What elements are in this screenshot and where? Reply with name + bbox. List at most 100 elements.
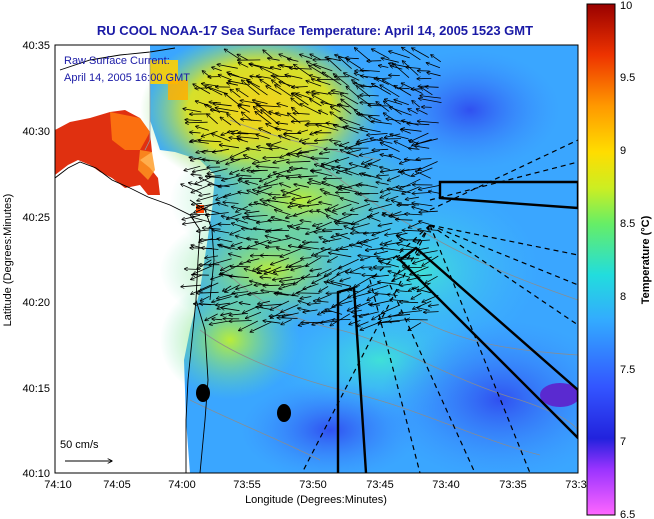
current-vector	[369, 203, 393, 210]
current-vector	[256, 307, 272, 310]
current-vector	[417, 308, 430, 311]
current-vector	[275, 128, 293, 132]
current-vector	[414, 146, 430, 149]
current-vector	[389, 107, 412, 116]
instrument-marker	[196, 384, 210, 402]
current-vector	[244, 269, 263, 275]
current-vector	[239, 320, 258, 331]
current-vector	[402, 47, 421, 61]
current-vector	[360, 243, 373, 248]
current-vector	[420, 96, 441, 99]
current-vector	[246, 148, 261, 151]
current-vector	[286, 236, 301, 241]
current-vector	[349, 163, 370, 170]
current-vector	[400, 284, 412, 286]
current-vector	[424, 312, 439, 313]
current-vector	[260, 67, 280, 77]
current-vector	[300, 246, 320, 250]
current-vector	[266, 144, 288, 151]
current-vector	[207, 114, 218, 125]
current-vector	[220, 264, 232, 270]
current-vector	[372, 149, 389, 150]
current-vector	[291, 264, 309, 271]
current-vector	[323, 238, 342, 243]
current-vector	[259, 128, 272, 134]
current-vector	[283, 187, 300, 195]
current-vector	[230, 89, 241, 98]
current-vector	[252, 160, 271, 163]
y-axis-ticks: 40:35 40:30 40:25 40:20 40:15 40:10	[22, 40, 50, 480]
current-vector	[338, 300, 353, 305]
current-vector	[365, 200, 379, 202]
current-vector	[405, 214, 423, 215]
current-vector	[267, 200, 289, 204]
current-vector	[413, 256, 432, 264]
current-vector	[359, 150, 381, 156]
current-vector	[238, 63, 249, 68]
current-vector	[301, 258, 312, 259]
current-vector	[397, 243, 418, 250]
y-tick-label: 40:10	[22, 468, 50, 480]
current-vector	[422, 107, 432, 108]
current-vector	[324, 193, 341, 197]
current-vector	[340, 186, 353, 189]
current-vector	[312, 273, 332, 284]
current-vector	[281, 282, 298, 285]
current-vector	[299, 138, 310, 142]
current-vector	[411, 89, 422, 90]
current-vector	[276, 248, 291, 252]
current-vector	[329, 140, 341, 142]
current-vector	[263, 157, 281, 158]
current-vector	[189, 157, 210, 162]
current-vector	[406, 67, 421, 68]
current-vector	[183, 220, 203, 224]
current-vector	[413, 240, 430, 241]
current-vector	[372, 228, 391, 236]
current-vector	[334, 143, 350, 150]
current-vector	[296, 228, 310, 230]
current-vector	[378, 65, 389, 67]
current-vector	[311, 79, 331, 85]
current-vector	[347, 59, 362, 69]
current-vector	[408, 322, 422, 331]
current-vector	[293, 210, 309, 216]
current-vector	[364, 237, 379, 243]
current-vector	[246, 215, 268, 216]
current-vector	[294, 184, 309, 188]
current-vector	[317, 268, 332, 276]
current-vector	[298, 203, 320, 207]
current-vector	[271, 217, 290, 223]
current-vector	[287, 59, 299, 62]
current-vector	[310, 54, 321, 60]
current-vector	[199, 194, 211, 196]
current-vector	[337, 221, 352, 224]
current-vector	[241, 166, 252, 171]
y-tick-label: 40:30	[22, 126, 50, 138]
current-vector	[195, 177, 211, 185]
current-vector	[282, 312, 299, 317]
colorbar-tick-label: 10	[620, 0, 632, 12]
current-vector	[431, 55, 442, 63]
current-vector	[337, 268, 351, 275]
current-vector	[345, 170, 360, 176]
current-vector	[330, 107, 341, 113]
current-vector	[279, 136, 291, 141]
gray-contour	[144, 52, 151, 151]
current-vector	[192, 168, 209, 172]
current-vector	[307, 303, 321, 305]
current-vector	[320, 189, 331, 194]
current-vector	[229, 313, 248, 315]
current-vector	[213, 148, 230, 152]
current-vector	[335, 224, 360, 225]
current-vector	[301, 276, 319, 277]
current-vector	[339, 118, 361, 126]
current-vector	[271, 257, 290, 265]
current-vector	[322, 72, 342, 86]
current-vector	[236, 219, 249, 224]
current-vector	[209, 258, 232, 266]
current-vector	[191, 184, 210, 193]
y-tick-label: 40:35	[22, 40, 50, 52]
current-vector	[346, 290, 359, 292]
current-vector	[185, 120, 203, 121]
current-vector	[328, 93, 340, 94]
